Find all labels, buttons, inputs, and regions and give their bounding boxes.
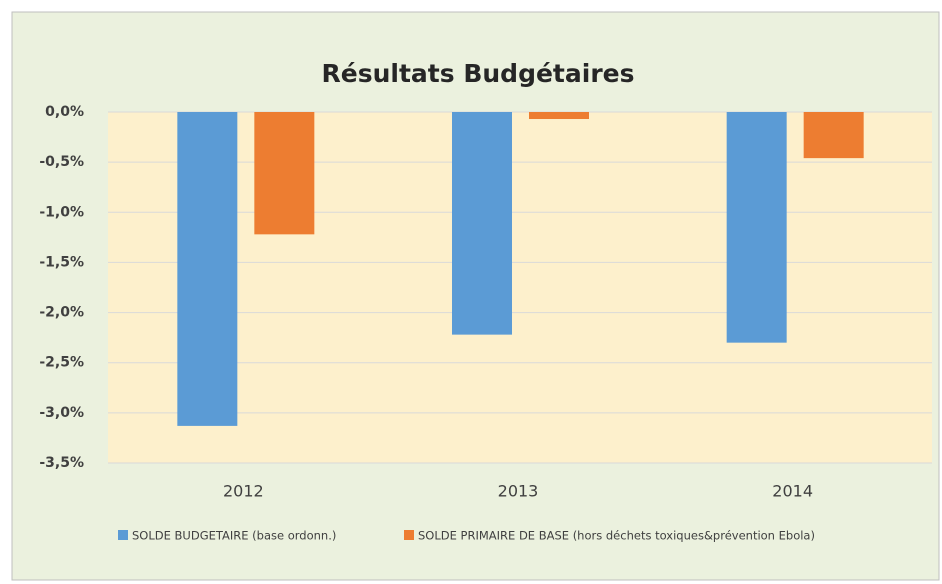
legend-swatch [118,530,128,540]
y-tick-label: -2,0% [39,305,84,321]
bar [529,112,589,120]
bar [254,112,315,235]
bar [726,112,787,343]
bar [177,112,238,426]
y-tick-label: -2,5% [39,355,84,371]
legend-label: SOLDE BUDGETAIRE (base ordonn.) [132,529,336,543]
legend-swatch [404,530,414,540]
chart-title: Résultats Budgétaires [322,59,635,88]
y-tick-label: -1,0% [39,204,84,220]
legend-label: SOLDE PRIMAIRE DE BASE (hors déchets tox… [418,529,815,543]
y-tick-label: -3,5% [39,455,84,471]
x-tick-label: 2014 [772,482,813,501]
x-tick-label: 2012 [223,482,264,501]
y-tick-label: 0,0% [45,104,84,120]
bar [452,112,512,335]
x-tick-label: 2013 [498,482,539,501]
bar [803,112,864,159]
plot-area [108,112,932,463]
y-tick-label: -0,5% [39,154,84,170]
y-tick-label: -3,0% [39,405,84,421]
y-tick-label: -1,5% [39,254,84,270]
